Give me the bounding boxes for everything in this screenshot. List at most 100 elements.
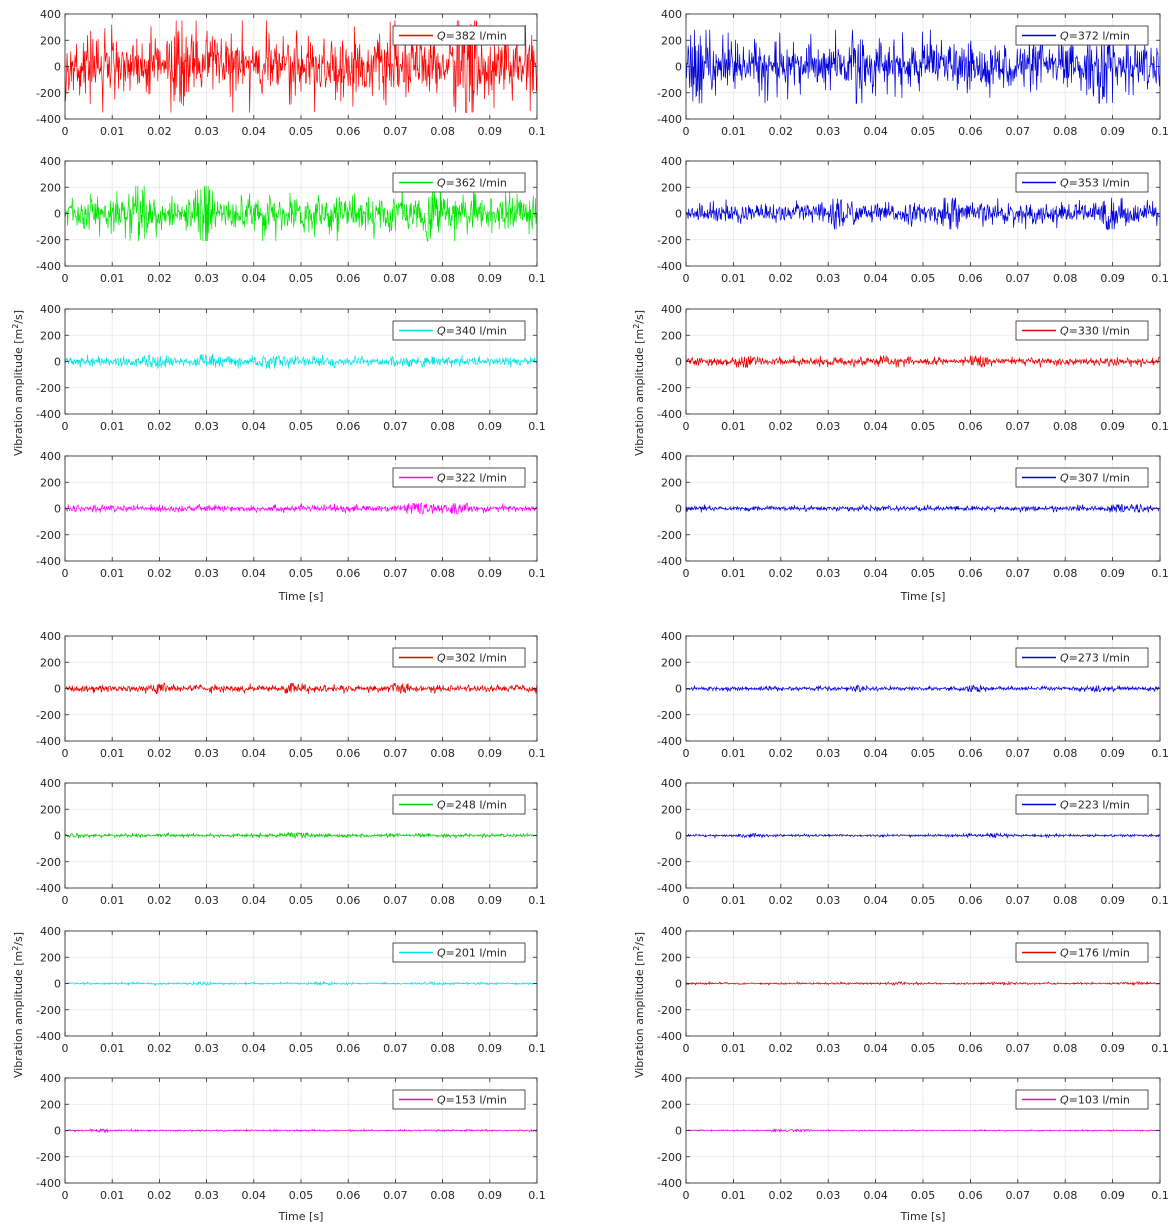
y-tick-label: -200 (657, 1151, 682, 1164)
legend: Q=362 l/min (392, 172, 526, 193)
y-tick-label: -400 (36, 260, 61, 273)
legend: Q=302 l/min (392, 647, 526, 668)
x-tick-label: 0.05 (911, 272, 936, 285)
legend-box (392, 1089, 526, 1110)
y-tick-label: -400 (36, 408, 61, 421)
x-tick-label: 0.06 (336, 567, 361, 580)
x-tick-label: 0.08 (1053, 420, 1078, 433)
x-tick-label: 0.08 (1053, 567, 1078, 580)
x-tick-label: 0.02 (769, 747, 794, 760)
x-tick-label: 0.09 (1100, 1042, 1125, 1055)
x-tick-label: 0.04 (863, 894, 888, 907)
x-tick-label: 0.1 (528, 747, 546, 760)
y-tick-label: -200 (36, 1004, 61, 1017)
x-tick-label: 0.06 (958, 420, 983, 433)
x-tick-label: 0.09 (478, 125, 503, 138)
x-tick-label: 0.01 (721, 747, 746, 760)
y-tick-label: 0 (54, 356, 61, 369)
legend-label: Q=201 l/min (437, 947, 507, 960)
y-tick-label: 0 (675, 208, 682, 221)
x-tick-label: 0.05 (289, 1042, 314, 1055)
x-tick-label: 0.02 (147, 420, 172, 433)
x-tick-label: 0.02 (769, 1189, 794, 1202)
y-tick-label: 200 (661, 803, 682, 816)
x-tick-label: 0.03 (194, 1042, 219, 1055)
x-tick-label: 0.04 (242, 272, 267, 285)
legend-label: Q=382 l/min (437, 30, 507, 43)
x-tick-label: 0.07 (1006, 420, 1031, 433)
x-tick-label: 0.03 (816, 272, 841, 285)
x-tick-label: 0.01 (100, 567, 125, 580)
x-tick-label: 0 (683, 747, 690, 760)
series-line (685, 29, 1161, 104)
y-tick-label: -200 (36, 87, 61, 100)
x-tick-label: 0.07 (383, 894, 408, 907)
y-tick-label: -200 (36, 1151, 61, 1164)
legend-label: Q=340 l/min (437, 325, 507, 338)
x-tick-label: 0.04 (242, 567, 267, 580)
x-tick-label: 0.09 (1100, 894, 1125, 907)
x-tick-label: 0.08 (430, 272, 455, 285)
legend-box (392, 467, 526, 488)
subplot-bottom-right-2: 0 0.01 0.02 0.03 0.04 0.05 0.06 0.07 0.08 0.09 0.1… (657, 777, 1169, 907)
x-tick-label: 0.07 (1006, 894, 1031, 907)
x-tick-label: 0 (683, 1189, 690, 1202)
x-tick-label: 0.08 (430, 1189, 455, 1202)
y-tick-label: 400 (40, 777, 61, 790)
series-line (64, 980, 538, 987)
x-tick-label: 0.1 (528, 125, 546, 138)
x-tick-label: 0.03 (194, 567, 219, 580)
x-tick-label: 0.01 (721, 567, 746, 580)
subplot-top-left-3: 0 0.01 0.02 0.03 0.04 0.05 0.06 0.07 0.08 0.09 0.1… (36, 303, 546, 433)
legend-box (392, 794, 526, 815)
y-tick-label: 0 (675, 503, 682, 516)
x-tick-label: 0.06 (958, 894, 983, 907)
x-tick-label: 0.06 (336, 420, 361, 433)
y-tick-label: 400 (40, 925, 61, 938)
x-tick-label: 0.01 (721, 894, 746, 907)
legend-label: Q=372 l/min (1060, 30, 1130, 43)
x-tick-label: 0.04 (242, 894, 267, 907)
legend: Q=353 l/min (1015, 172, 1149, 193)
x-tick-label: 0.1 (1151, 272, 1169, 285)
legend: Q=322 l/min (392, 467, 526, 488)
x-tick-label: 0.01 (100, 894, 125, 907)
y-tick-label: 0 (54, 683, 61, 696)
x-tick-label: 0.09 (478, 1189, 503, 1202)
x-tick-label: 0.09 (478, 567, 503, 580)
series-line (685, 1128, 1161, 1133)
x-tick-label: 0.03 (816, 1189, 841, 1202)
y-tick-label: -400 (657, 1030, 682, 1043)
x-tick-label: 0.04 (863, 125, 888, 138)
y-tick-label: -400 (36, 735, 61, 748)
x-tick-label: 0.04 (242, 420, 267, 433)
y-tick-label: 400 (661, 1072, 682, 1085)
x-tick-label: 0.01 (721, 272, 746, 285)
x-tick-label: 0.07 (1006, 272, 1031, 285)
x-tick-label: 0.09 (1100, 272, 1125, 285)
x-tick-label: 0 (62, 894, 69, 907)
x-tick-label: 0.03 (816, 1042, 841, 1055)
x-tick-label: 0.05 (911, 747, 936, 760)
x-tick-label: 0.07 (383, 125, 408, 138)
x-tick-label: 0.03 (816, 420, 841, 433)
x-tick-label: 0.1 (528, 1042, 546, 1055)
x-tick-label: 0.04 (863, 567, 888, 580)
y-tick-label: -400 (657, 113, 682, 126)
legend-box (1015, 320, 1149, 341)
x-axis-label-top-right: Time [s] (900, 590, 946, 603)
x-tick-label: 0.1 (1151, 1189, 1169, 1202)
x-tick-label: 0.03 (194, 747, 219, 760)
x-tick-label: 0.02 (769, 567, 794, 580)
y-tick-label: 200 (40, 1098, 61, 1111)
x-tick-label: 0.05 (289, 894, 314, 907)
y-tick-label: -400 (657, 1177, 682, 1190)
y-tick-label: 0 (54, 830, 61, 843)
x-tick-label: 0.08 (1053, 1042, 1078, 1055)
y-tick-label: 400 (661, 777, 682, 790)
x-axis-label-bottom-right: Time [s] (900, 1210, 946, 1223)
legend-label: Q=307 l/min (1060, 472, 1130, 485)
x-tick-label: 0.05 (911, 567, 936, 580)
x-tick-label: 0.07 (383, 747, 408, 760)
subplot-bottom-left-2: 0 0.01 0.02 0.03 0.04 0.05 0.06 0.07 0.08 0.09 0.1… (36, 777, 546, 907)
